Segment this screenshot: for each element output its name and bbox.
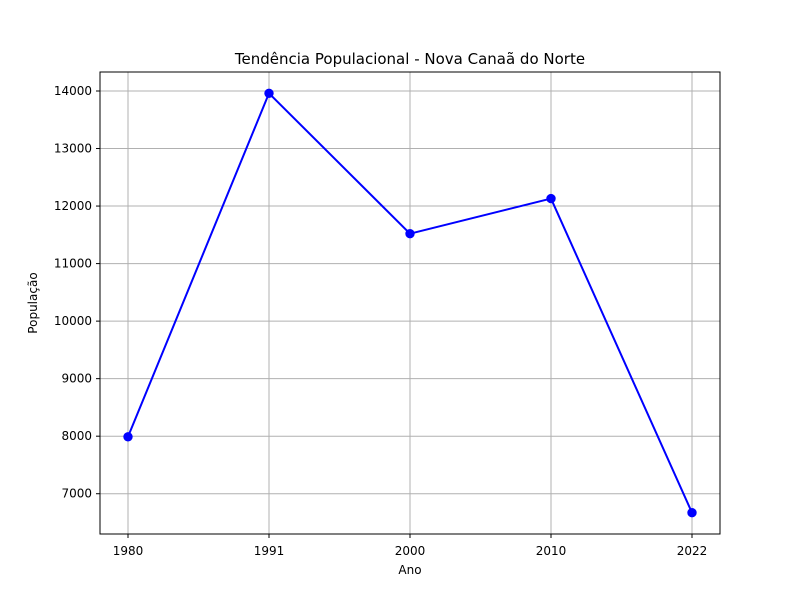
y-tick-label: 8000 <box>61 429 92 443</box>
x-tick-label: 2000 <box>395 544 426 558</box>
x-tick-label: 2010 <box>536 544 567 558</box>
data-point <box>123 432 133 442</box>
y-tick-label: 12000 <box>54 199 92 213</box>
x-axis-label: Ano <box>398 563 421 577</box>
series-layer <box>123 88 697 518</box>
y-tick-label: 10000 <box>54 314 92 328</box>
data-point <box>546 193 556 204</box>
data-point <box>405 228 415 239</box>
grid-layer <box>100 72 720 534</box>
x-tick-label: 1980 <box>113 544 144 558</box>
y-tick-label: 9000 <box>61 372 92 386</box>
y-tick-label: 13000 <box>54 142 92 156</box>
axes-layer: 1980 1991 2000 2010 2022 7000 8000 9000 10000 110… <box>54 84 707 558</box>
y-tick-label: 14000 <box>54 84 92 98</box>
data-point <box>687 508 697 518</box>
y-tick-label: 11000 <box>54 257 92 271</box>
data-point <box>264 88 274 98</box>
x-tick-label: 2022 <box>677 544 708 558</box>
y-axis-label: População <box>26 272 40 333</box>
x-tick-label: 1991 <box>254 544 285 558</box>
y-tick-label: 7000 <box>61 487 92 501</box>
chart-title: Tendência Populacional - Nova Canaã do N… <box>234 50 585 68</box>
